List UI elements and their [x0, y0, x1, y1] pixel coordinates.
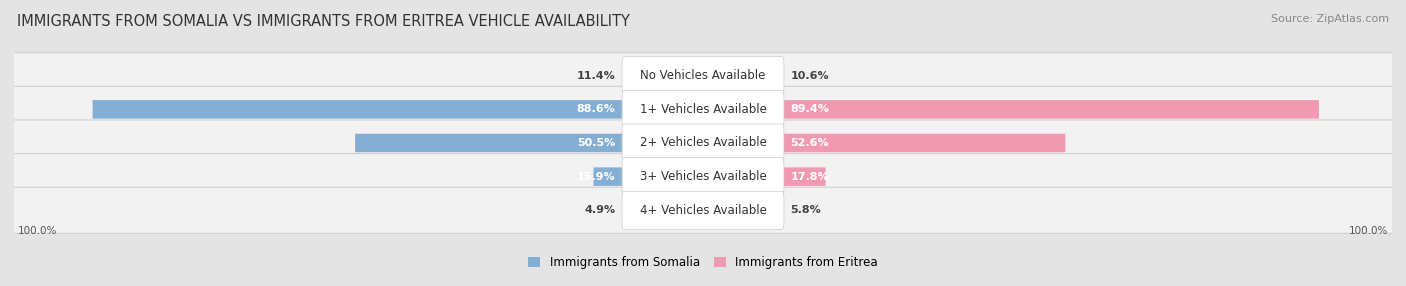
Text: 88.6%: 88.6% [576, 104, 616, 114]
Text: 100.0%: 100.0% [1350, 226, 1389, 236]
Text: IMMIGRANTS FROM SOMALIA VS IMMIGRANTS FROM ERITREA VEHICLE AVAILABILITY: IMMIGRANTS FROM SOMALIA VS IMMIGRANTS FR… [17, 14, 630, 29]
Text: 5.8%: 5.8% [790, 205, 821, 215]
FancyBboxPatch shape [8, 86, 1398, 132]
Text: 2+ Vehicles Available: 2+ Vehicles Available [640, 136, 766, 150]
FancyBboxPatch shape [624, 66, 703, 85]
FancyBboxPatch shape [621, 124, 785, 162]
FancyBboxPatch shape [703, 167, 825, 186]
FancyBboxPatch shape [703, 100, 1319, 119]
FancyBboxPatch shape [621, 158, 785, 196]
Text: 4+ Vehicles Available: 4+ Vehicles Available [640, 204, 766, 217]
FancyBboxPatch shape [669, 201, 703, 220]
FancyBboxPatch shape [621, 191, 785, 229]
FancyBboxPatch shape [93, 100, 703, 119]
Text: 50.5%: 50.5% [578, 138, 616, 148]
Text: 15.9%: 15.9% [576, 172, 616, 182]
FancyBboxPatch shape [8, 187, 1398, 233]
Text: 89.4%: 89.4% [790, 104, 830, 114]
Text: 11.4%: 11.4% [576, 71, 616, 81]
Text: No Vehicles Available: No Vehicles Available [640, 69, 766, 82]
FancyBboxPatch shape [593, 167, 703, 186]
FancyBboxPatch shape [8, 120, 1398, 166]
Text: 100.0%: 100.0% [17, 226, 56, 236]
FancyBboxPatch shape [621, 57, 785, 95]
FancyBboxPatch shape [703, 201, 742, 220]
Text: 17.8%: 17.8% [790, 172, 830, 182]
Text: 10.6%: 10.6% [790, 71, 830, 81]
FancyBboxPatch shape [8, 154, 1398, 200]
FancyBboxPatch shape [703, 66, 776, 85]
Text: 1+ Vehicles Available: 1+ Vehicles Available [640, 103, 766, 116]
Text: Source: ZipAtlas.com: Source: ZipAtlas.com [1271, 14, 1389, 24]
FancyBboxPatch shape [621, 90, 785, 128]
Text: 52.6%: 52.6% [790, 138, 830, 148]
Text: 3+ Vehicles Available: 3+ Vehicles Available [640, 170, 766, 183]
Legend: Immigrants from Somalia, Immigrants from Eritrea: Immigrants from Somalia, Immigrants from… [529, 256, 877, 269]
Text: 4.9%: 4.9% [585, 205, 616, 215]
FancyBboxPatch shape [703, 134, 1066, 152]
FancyBboxPatch shape [8, 53, 1398, 99]
FancyBboxPatch shape [356, 134, 703, 152]
